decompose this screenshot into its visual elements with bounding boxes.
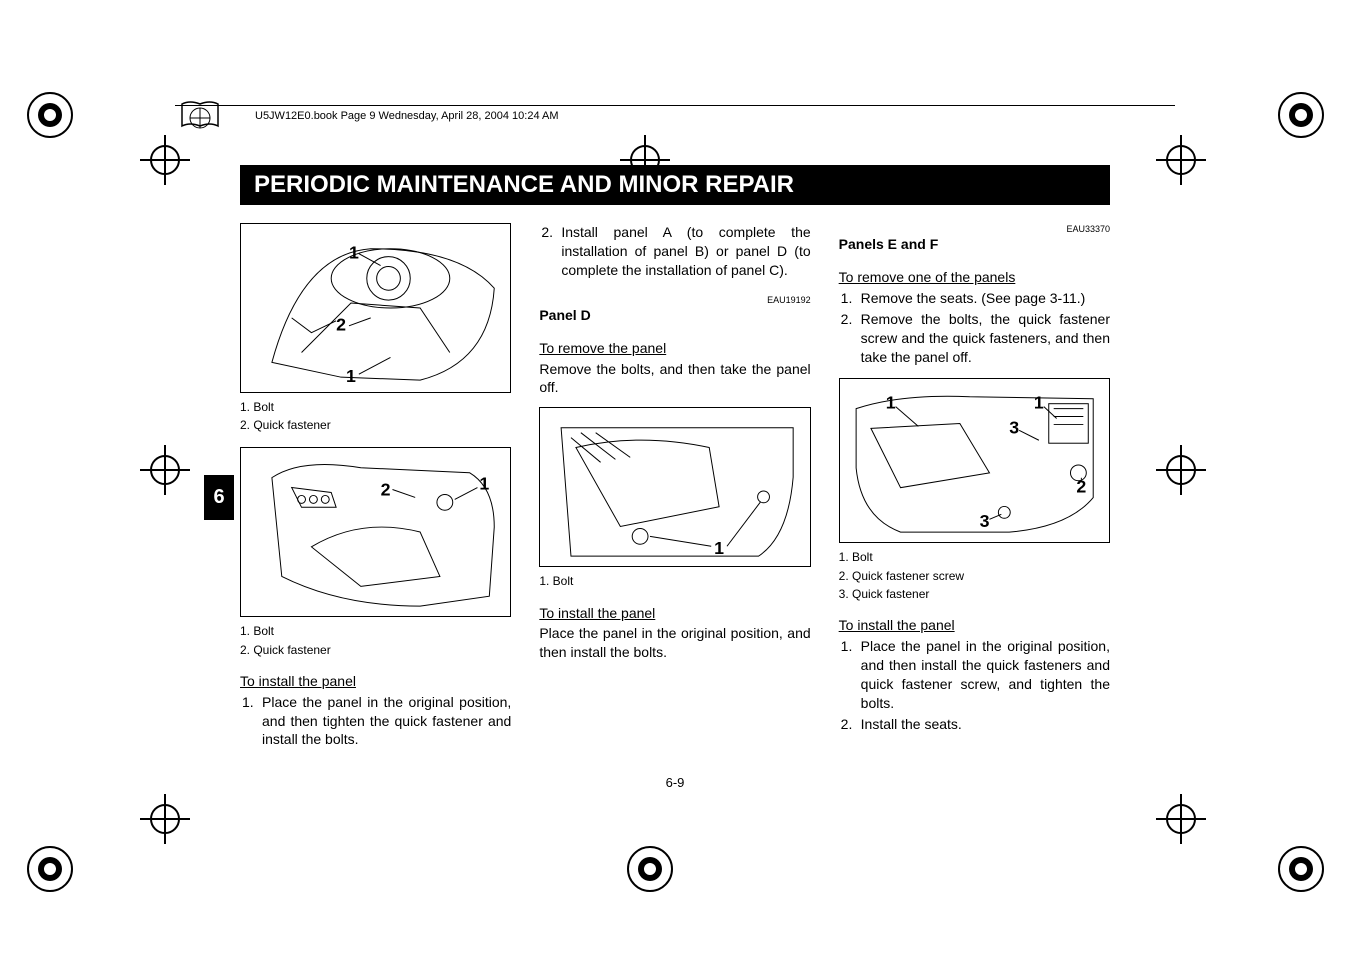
eau-code: EAU19192 [539, 294, 810, 306]
install-heading: To install the panel [839, 616, 1110, 635]
list-item: 2. Remove the bolts, the quick fastener … [839, 310, 1110, 367]
regmark-target [20, 839, 80, 899]
list-text: Place the panel in the original position… [262, 693, 511, 750]
figure-caption: 1. Bolt [240, 399, 511, 415]
figure-caption: 2. Quick fastener [240, 642, 511, 658]
figure-label: 3 [1009, 418, 1019, 438]
list-text: Install panel A (to complete the install… [561, 223, 810, 280]
figure-caption: 2. Quick fastener [240, 417, 511, 433]
regmark-crosshair [140, 445, 190, 500]
regmark-crosshair [1156, 794, 1206, 849]
figure-label: 1 [714, 539, 724, 559]
list-number: 2. [839, 715, 861, 734]
regmark-target [20, 85, 80, 145]
panels-ef-heading: Panels E and F [839, 235, 1110, 254]
list-text: Install the seats. [861, 715, 1110, 734]
list-item: 1. Place the panel in the original posit… [839, 637, 1110, 713]
figure-panels-ef: 1 1 3 2 3 [839, 378, 1110, 543]
chapter-tab: 6 [204, 475, 234, 520]
figure-caption: 3. Quick fastener [839, 586, 1110, 602]
column-1: 1 2 1 1. Bolt 2. Quick fastener [240, 223, 511, 751]
regmark-crosshair [140, 794, 190, 849]
figure-caption: 1. Bolt [539, 573, 810, 589]
list-item: 2. Install panel A (to complete the inst… [539, 223, 810, 280]
book-meta-text: U5JW12E0.book Page 9 Wednesday, April 28… [255, 110, 559, 122]
column-2: 2. Install panel A (to complete the inst… [539, 223, 810, 751]
list-text: Remove the seats. (See page 3-11.) [861, 289, 1110, 308]
figure-label: 3 [979, 512, 989, 532]
install-text: Place the panel in the original position… [539, 624, 810, 662]
regmark-crosshair [140, 135, 190, 190]
regmark-target [1271, 85, 1331, 145]
list-number: 1. [839, 289, 861, 308]
install-heading: To install the panel [240, 672, 511, 691]
figure-caption: 1. Bolt [839, 549, 1110, 565]
list-number: 1. [240, 693, 262, 750]
regmark-target [1271, 839, 1331, 899]
remove-text: Remove the bolts, and then take the pane… [539, 360, 810, 398]
list-number: 1. [839, 637, 861, 713]
eau-code: EAU33370 [839, 223, 1110, 235]
figure-panel-d: 1 [539, 407, 810, 567]
remove-heading: To remove one of the panels [839, 268, 1110, 287]
figure-label: 1 [885, 393, 895, 413]
figure-caption: 1. Bolt [240, 623, 511, 639]
header-rule [175, 105, 1175, 106]
panel-d-heading: Panel D [539, 306, 810, 325]
list-item: 1. Remove the seats. (See page 3-11.) [839, 289, 1110, 308]
install-heading: To install the panel [539, 604, 810, 623]
figure-label: 1 [1034, 393, 1044, 413]
list-item: 2. Install the seats. [839, 715, 1110, 734]
list-text: Remove the bolts, the quick fastener scr… [861, 310, 1110, 367]
page-content: PERIODIC MAINTENANCE AND MINOR REPAIR 1 … [240, 165, 1110, 790]
figure-label: 1 [346, 366, 356, 386]
figure-label: 2 [336, 315, 346, 335]
page-number: 6-9 [240, 775, 1110, 790]
figure-panel-1: 1 2 1 [240, 223, 511, 393]
page-title: PERIODIC MAINTENANCE AND MINOR REPAIR [240, 165, 1110, 205]
list-item: 1. Place the panel in the original posit… [240, 693, 511, 750]
remove-heading: To remove the panel [539, 339, 810, 358]
list-number: 2. [839, 310, 861, 367]
regmark-crosshair [1156, 445, 1206, 500]
regmark-crosshair [1156, 135, 1206, 190]
figure-label: 1 [479, 474, 489, 494]
book-icon [180, 100, 220, 130]
figure-label: 2 [381, 480, 391, 500]
list-text: Place the panel in the original position… [861, 637, 1110, 713]
figure-panel-2: 2 1 [240, 447, 511, 617]
regmark-target [620, 839, 680, 899]
figure-label: 1 [349, 243, 359, 263]
list-number: 2. [539, 223, 561, 280]
column-3: EAU33370 Panels E and F To remove one of… [839, 223, 1110, 751]
figure-caption: 2. Quick fastener screw [839, 568, 1110, 584]
